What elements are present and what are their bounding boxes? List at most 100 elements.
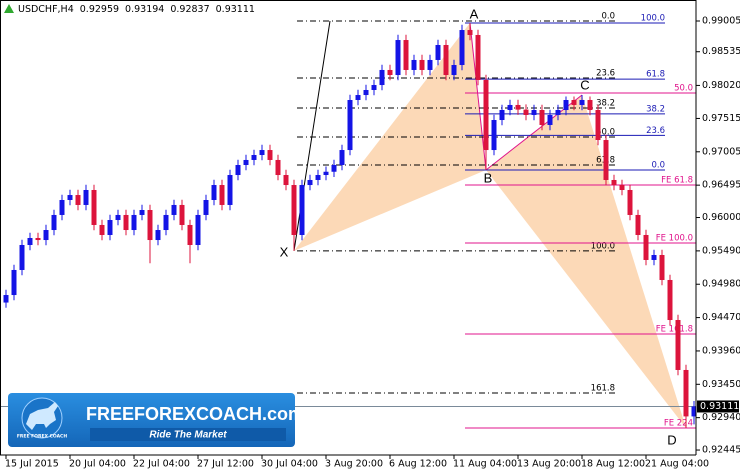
candle-body	[419, 59, 425, 70]
y-tick-label: 0.95490	[702, 245, 740, 256]
x-tick-label: 6 Aug 12:00	[389, 459, 447, 470]
x-tick-label: 27 Jul 12:00	[197, 459, 254, 470]
candle-body	[387, 69, 393, 76]
candle-body	[523, 109, 529, 115]
candle-body	[35, 237, 41, 241]
candle-body	[443, 44, 449, 76]
candle-body	[459, 30, 465, 66]
candle-body	[99, 224, 105, 235]
y-tick-label: 0.97005	[702, 146, 740, 157]
fib-label: 61.8	[646, 70, 665, 80]
candle-body	[691, 406, 697, 417]
candle-body	[611, 179, 617, 186]
candle-body	[395, 40, 401, 76]
candle-body	[483, 79, 489, 151]
pattern-point-label: C	[580, 77, 589, 92]
fib-label: FE 224	[664, 418, 693, 428]
header-item: 0.93194	[125, 4, 164, 15]
candle-body	[11, 269, 17, 296]
candle-body	[91, 189, 97, 225]
y-tick-label: 0.98020	[702, 80, 740, 91]
candle-body	[603, 140, 609, 180]
candle-body	[43, 230, 49, 241]
candle-body	[315, 175, 321, 180]
candle-body	[323, 171, 329, 176]
candle-body	[235, 165, 241, 176]
candle-body	[19, 244, 25, 270]
x-tick-label: 11 Aug 04:00	[453, 459, 517, 470]
candle-body	[171, 204, 177, 215]
pattern-leg	[469, 22, 487, 171]
x-tick-label: 3 Aug 20:00	[325, 459, 383, 470]
candle-body	[115, 214, 121, 221]
x-tick-label: 30 Jul 04:00	[261, 459, 318, 470]
pattern-point-label: D	[667, 432, 676, 447]
candle-body	[627, 189, 633, 215]
x-tick-label: 18 Aug 12:00	[581, 459, 645, 470]
candle-body	[563, 99, 569, 111]
candle-body	[675, 320, 681, 370]
candle-body	[147, 210, 153, 241]
header-item: USDCHF,H4	[18, 4, 74, 15]
watermark-bull	[26, 402, 58, 430]
watermark-caption: FREE FOREX COACH	[17, 434, 68, 440]
candle-body	[195, 214, 201, 245]
candle-body	[363, 89, 369, 96]
candle-body	[139, 210, 145, 215]
y-tick-label: 0.92940	[702, 412, 740, 423]
fib-label: 38.2	[646, 104, 665, 114]
y-tick-label: 0.98535	[702, 46, 740, 57]
candle-body	[531, 110, 537, 115]
candle-body	[547, 114, 553, 125]
candle-body	[467, 30, 473, 35]
candle-body	[331, 165, 337, 172]
candle-body	[123, 214, 129, 231]
candle-body	[499, 110, 505, 121]
candle-body	[59, 199, 65, 215]
candle-body	[427, 59, 433, 70]
pattern-point-label: B	[484, 170, 493, 185]
header-item: 0.92837	[170, 4, 209, 15]
candle-body	[635, 214, 641, 235]
fib-label: FE 61.8	[661, 176, 693, 186]
candle-body	[267, 150, 273, 160]
candle-body	[259, 150, 265, 156]
candle-body	[283, 175, 289, 186]
pattern-point-label: X	[280, 244, 289, 259]
candle-body	[579, 99, 585, 105]
candle-body	[491, 120, 497, 151]
candle-body	[163, 214, 169, 231]
y-tick-label: 0.97515	[702, 113, 740, 124]
candle-body	[411, 59, 417, 70]
candle-body	[179, 204, 185, 225]
y-tick-label: 0.94980	[702, 279, 740, 290]
candle-body	[507, 104, 513, 111]
watermark-band	[90, 428, 286, 441]
candle-body	[219, 185, 225, 205]
candle-body	[659, 255, 665, 280]
candle-body	[107, 220, 113, 235]
candle-body	[571, 99, 577, 105]
candle-body	[347, 99, 353, 151]
candle-body	[475, 34, 481, 80]
candle-body	[211, 185, 217, 200]
candle-body	[403, 40, 409, 70]
candle-body	[515, 104, 521, 110]
fib-label: 100.0	[641, 14, 665, 24]
candle-body	[187, 224, 193, 245]
candle-body	[355, 95, 361, 100]
header-item: 0.93111	[216, 4, 255, 15]
candle-body	[435, 44, 441, 60]
y-tick-label: 0.96000	[702, 212, 740, 223]
candle-body	[51, 214, 57, 231]
candle-body	[339, 150, 345, 166]
candle-body	[651, 255, 657, 260]
fib-label: FE 161.8	[656, 325, 693, 335]
candle-body	[555, 110, 561, 115]
fib-label: 50.0	[674, 84, 693, 94]
watermark-title: FREEFOREXCOACH.com	[86, 404, 304, 424]
fib-label: FE 100.0	[656, 233, 693, 243]
x-tick-label: 13 Aug 20:00	[517, 459, 581, 470]
